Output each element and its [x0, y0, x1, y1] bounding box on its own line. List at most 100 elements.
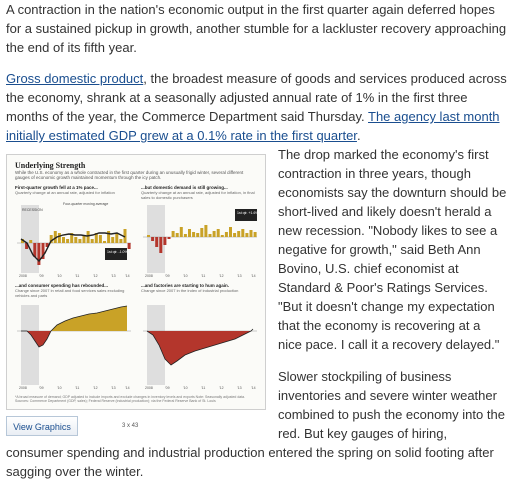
tick-label: 2008	[145, 274, 153, 278]
tick-label: '11	[75, 274, 79, 278]
recession-shade	[21, 305, 39, 385]
bar	[62, 237, 65, 243]
bar	[159, 237, 163, 253]
panel-2-heading: ...but domestic demand is still growing.…	[141, 185, 228, 190]
bar	[103, 241, 106, 243]
panel-4-chart	[143, 305, 257, 385]
q1-callout-box	[105, 248, 127, 260]
production-negative-area	[147, 331, 253, 365]
bar	[33, 243, 37, 257]
q1-callout: 1st qtr. -1.0%	[107, 250, 128, 254]
graphic-footnote: *A broad measure of demand; GDP adjusted…	[15, 395, 246, 403]
spending-positive-area	[51, 306, 127, 331]
bar	[208, 234, 212, 237]
panel-4-heading: ...and factories are starting to hum aga…	[141, 283, 230, 288]
bar	[53, 231, 57, 243]
bar	[21, 239, 24, 243]
tick-label: '12	[93, 274, 98, 278]
moving-average-label: Four-quarter moving average	[63, 202, 108, 206]
link-gdp[interactable]: Gross domestic product	[6, 71, 144, 86]
graphic-container: Underlying Strength While the U.S. econo…	[6, 154, 266, 441]
bar	[151, 237, 155, 241]
tick-label: '12	[219, 274, 224, 278]
tick-label: 2008	[19, 274, 27, 278]
paragraph-2-end: .	[356, 128, 361, 143]
graphic-subtitle: While the U.S. economy as a whole contra…	[15, 170, 244, 180]
panel-3-subtitle: Change since 2007 in retail and food ser…	[15, 288, 125, 298]
bar	[86, 231, 90, 243]
tick-label: '14	[125, 274, 130, 278]
chart-thumbnail[interactable]: Underlying Strength While the U.S. econo…	[6, 154, 266, 410]
moving-average-line	[20, 232, 126, 263]
bar	[82, 235, 86, 243]
graphic-count: 3 x 43	[122, 423, 139, 429]
paragraph-2: Gross domestic product, the broadest mea…	[6, 69, 507, 145]
panel-2-subtitle: Quarterly change at an annual rate, adju…	[141, 190, 255, 200]
view-graphics-button[interactable]: View Graphics	[6, 416, 78, 436]
x-tick-labels: 2008 '09 '10 '11 '12 '13 '14 2008 '09 '1…	[19, 274, 256, 390]
tick-label: '13	[237, 274, 242, 278]
bar	[245, 233, 249, 237]
paragraph-2-text: , the broadest measure of goods and serv…	[6, 71, 507, 124]
tick-label: '09	[39, 386, 44, 390]
bar	[74, 237, 78, 243]
tick-label: '14	[251, 274, 256, 278]
bar	[179, 227, 183, 237]
tick-label: '14	[251, 386, 256, 390]
tick-label: '12	[93, 386, 98, 390]
bar	[167, 237, 171, 239]
tick-label: '11	[201, 386, 205, 390]
panel-2-chart: 1st qtr. +1.6%	[143, 205, 259, 273]
tick-label: '09	[165, 386, 170, 390]
bar	[241, 229, 245, 237]
bar	[45, 243, 49, 247]
bar	[49, 235, 53, 243]
bar	[155, 237, 159, 247]
bar	[229, 227, 232, 237]
bar	[220, 235, 224, 237]
bar	[183, 234, 187, 237]
bar	[123, 229, 127, 243]
bar	[127, 243, 131, 249]
bar	[212, 231, 216, 237]
tick-label: '14	[125, 386, 130, 390]
demand-bars	[147, 225, 257, 253]
bar	[200, 228, 204, 237]
bar	[90, 239, 94, 243]
bar	[171, 231, 175, 237]
bar	[188, 229, 191, 237]
tick-label: '10	[183, 386, 188, 390]
bar	[196, 233, 200, 237]
tick-label: 2008	[19, 386, 27, 390]
bar	[94, 233, 98, 243]
bar	[163, 237, 167, 245]
bar	[224, 232, 228, 237]
tick-label: '10	[57, 386, 62, 390]
tick-label: 2008	[145, 386, 153, 390]
bar	[70, 233, 74, 243]
bar	[37, 243, 41, 265]
bar	[107, 231, 111, 243]
graphic-title: Underlying Strength	[15, 161, 86, 170]
bar	[216, 229, 220, 237]
graphic-svg: RECESSION Four-quarter moving average 1s…	[17, 202, 259, 390]
paragraph-3: The drop marked the economy's first cont…	[278, 147, 507, 352]
bar	[57, 233, 61, 243]
bar	[237, 231, 241, 237]
bar	[192, 232, 196, 237]
tick-label: '13	[111, 274, 116, 278]
bar	[253, 232, 257, 237]
bar	[233, 233, 237, 237]
bar	[175, 233, 179, 237]
link-initial-estimate[interactable]: The agency last month initially estimate…	[6, 109, 500, 143]
tick-label: '09	[165, 274, 170, 278]
bar	[29, 240, 33, 243]
q1-demand-callout: 1st qtr. +1.6%	[237, 211, 259, 215]
bar	[111, 237, 115, 243]
bar	[66, 239, 70, 243]
bar	[25, 243, 29, 249]
panel-1-chart: RECESSION Four-quarter moving average 1s…	[17, 202, 131, 273]
tick-label: '10	[183, 274, 188, 278]
bar	[249, 230, 253, 237]
